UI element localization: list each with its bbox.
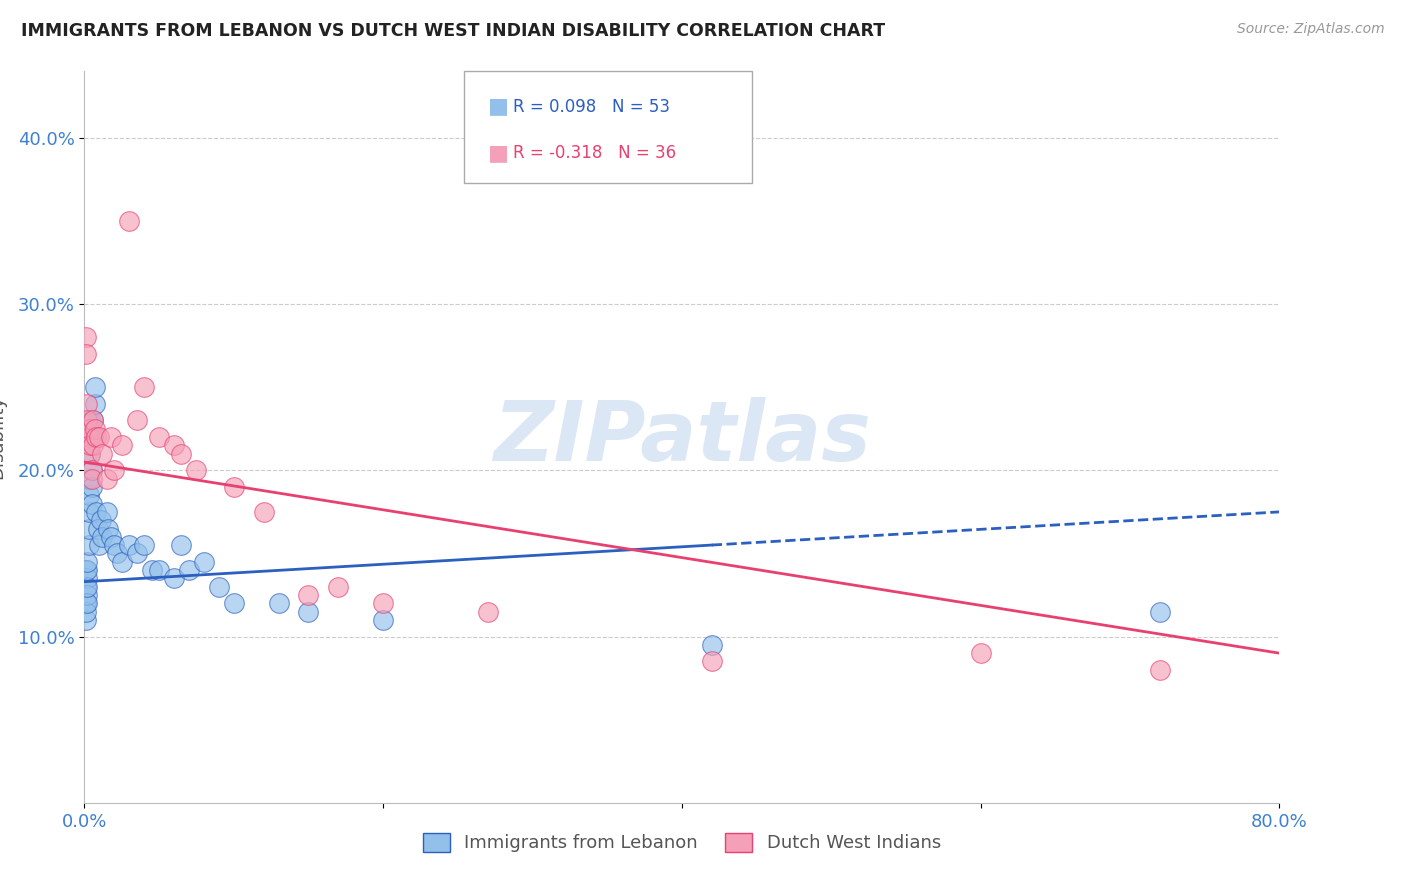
Legend: Immigrants from Lebanon, Dutch West Indians: Immigrants from Lebanon, Dutch West Indi…: [416, 826, 948, 860]
Text: R = -0.318   N = 36: R = -0.318 N = 36: [513, 144, 676, 161]
Point: [132, 538, 156, 552]
Point: [100, 430, 122, 444]
Point: [170, 447, 193, 461]
Point: [77, 430, 100, 444]
Point: [118, 214, 141, 228]
Point: [75, 563, 97, 577]
Point: [103, 463, 125, 477]
Point: [79, 430, 101, 444]
Point: [700, 655, 723, 669]
Point: [77, 472, 100, 486]
Point: [186, 463, 208, 477]
Point: [77, 538, 100, 552]
Point: [76, 397, 98, 411]
Point: [297, 605, 319, 619]
Point: [222, 480, 245, 494]
Point: [267, 596, 290, 610]
Point: [82, 413, 104, 427]
Point: [148, 563, 170, 577]
Point: [163, 438, 186, 452]
Point: [75, 330, 97, 344]
Point: [80, 463, 103, 477]
Point: [111, 438, 134, 452]
Point: [76, 596, 98, 610]
Point: [75, 347, 97, 361]
Point: [83, 422, 105, 436]
Point: [373, 613, 395, 627]
Point: [86, 505, 108, 519]
Text: ZIPatlas: ZIPatlas: [494, 397, 870, 477]
Point: [75, 613, 97, 627]
Point: [100, 530, 122, 544]
Point: [111, 555, 134, 569]
Point: [91, 447, 114, 461]
Point: [77, 505, 100, 519]
Point: [118, 538, 141, 552]
Text: ■: ■: [488, 143, 509, 162]
Text: ■: ■: [488, 96, 509, 117]
Point: [77, 521, 100, 535]
Point: [75, 580, 97, 594]
Point: [80, 480, 103, 494]
Text: R = 0.098   N = 53: R = 0.098 N = 53: [513, 97, 671, 116]
Point: [477, 605, 499, 619]
Point: [177, 563, 200, 577]
Point: [125, 546, 148, 560]
Point: [79, 438, 101, 452]
Point: [96, 472, 118, 486]
Point: [193, 555, 215, 569]
Point: [83, 380, 105, 394]
Point: [91, 530, 114, 544]
Point: [76, 413, 98, 427]
Point: [96, 505, 118, 519]
Point: [79, 447, 101, 461]
Point: [125, 413, 148, 427]
Point: [328, 580, 350, 594]
Point: [103, 538, 125, 552]
Point: [222, 596, 245, 610]
Point: [170, 538, 193, 552]
Point: [75, 605, 97, 619]
Point: [82, 430, 104, 444]
Point: [970, 646, 993, 660]
Point: [79, 413, 101, 427]
Y-axis label: Disability: Disability: [0, 395, 7, 479]
Point: [82, 438, 104, 452]
Point: [80, 497, 103, 511]
Point: [373, 596, 395, 610]
Point: [86, 430, 108, 444]
Point: [97, 521, 120, 535]
Point: [1149, 663, 1171, 677]
Point: [253, 505, 276, 519]
Point: [105, 546, 128, 560]
Point: [79, 447, 101, 461]
Point: [83, 397, 105, 411]
Point: [297, 588, 319, 602]
Point: [76, 563, 98, 577]
Point: [87, 521, 110, 535]
Point: [148, 430, 170, 444]
Text: IMMIGRANTS FROM LEBANON VS DUTCH WEST INDIAN DISABILITY CORRELATION CHART: IMMIGRANTS FROM LEBANON VS DUTCH WEST IN…: [21, 22, 886, 40]
Point: [141, 563, 163, 577]
Point: [82, 413, 104, 427]
Point: [76, 588, 98, 602]
Point: [77, 422, 100, 436]
Point: [89, 430, 111, 444]
Point: [76, 555, 98, 569]
Point: [76, 580, 98, 594]
Point: [132, 380, 156, 394]
Point: [163, 571, 186, 585]
Point: [700, 638, 723, 652]
Point: [75, 596, 97, 610]
Point: [208, 580, 231, 594]
Point: [1149, 605, 1171, 619]
Point: [80, 472, 103, 486]
Point: [89, 538, 111, 552]
Point: [90, 513, 112, 527]
Point: [76, 571, 98, 585]
Point: [80, 463, 103, 477]
Point: [77, 488, 100, 502]
Text: Source: ZipAtlas.com: Source: ZipAtlas.com: [1237, 22, 1385, 37]
